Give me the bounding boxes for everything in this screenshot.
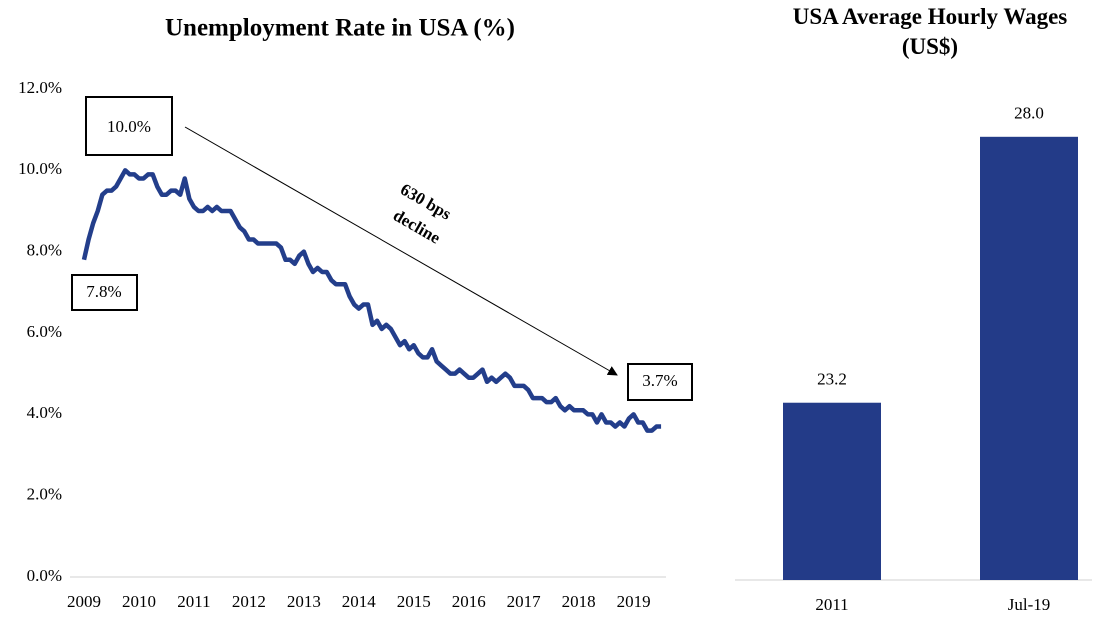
annotation-box (71, 274, 138, 311)
bar (783, 402, 881, 580)
annotation-box (85, 96, 173, 156)
x-tick-label: 2016 (452, 592, 486, 611)
x-tick-label: 2015 (397, 592, 431, 611)
x-tick-label: 2013 (287, 592, 321, 611)
x-tick-label: 2011 (815, 595, 848, 614)
value-label: 28.0 (1014, 104, 1044, 123)
x-tick-label: 2017 (507, 592, 542, 611)
chart-title: USA Average Hourly Wages (US$) (792, 4, 1068, 59)
x-tick-label: 2018 (562, 592, 596, 611)
x-tick-label: Jul-19 (1008, 595, 1051, 614)
y-tick-label: 2.0% (27, 485, 62, 504)
annotation: 3.7% (642, 371, 677, 390)
y-tick-label: 12.0% (18, 78, 62, 97)
x-tick-label: 2010 (122, 592, 156, 611)
annotation: 10.0% (107, 117, 151, 136)
line (81, 168, 662, 433)
y-tick-label: 8.0% (27, 241, 62, 260)
x-tick-label: 2014 (342, 592, 377, 611)
chart-title: Unemployment Rate in USA (%) (165, 15, 515, 42)
arrow (184, 126, 618, 376)
bar (980, 136, 1078, 581)
y-tick-label: 0.0% (27, 566, 62, 585)
y-tick-label: 6.0% (27, 322, 62, 341)
x-tick-label: 2011 (177, 592, 210, 611)
x-tick-label: 2012 (232, 592, 266, 611)
x-tick-label: 2019 (617, 592, 651, 611)
annotation: 7.8% (86, 282, 121, 301)
x-tick-label: 2009 (67, 592, 101, 611)
value-label: 23.2 (817, 370, 847, 389)
y-tick-label: 4.0% (27, 403, 62, 422)
y-tick-label: 10.0% (18, 159, 62, 178)
annotation-box (627, 363, 693, 401)
